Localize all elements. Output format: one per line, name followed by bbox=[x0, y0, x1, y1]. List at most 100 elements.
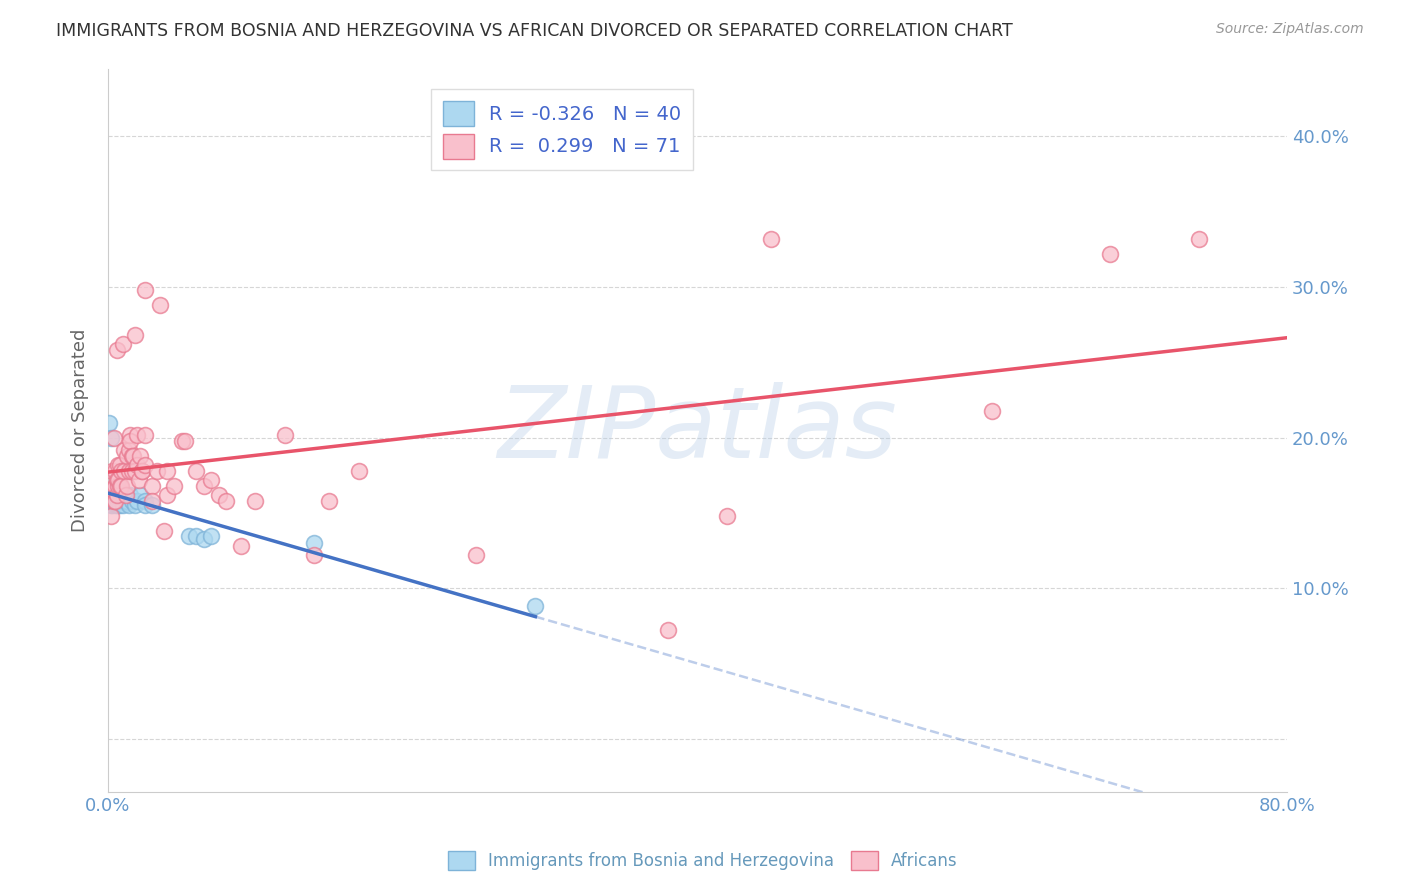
Point bbox=[117, 464, 139, 478]
Point bbox=[100, 499, 122, 513]
Point bbox=[111, 337, 134, 351]
Point bbox=[105, 343, 128, 358]
Point bbox=[170, 434, 193, 448]
Point bbox=[193, 532, 215, 546]
Point bbox=[115, 494, 138, 508]
Point bbox=[121, 449, 143, 463]
Point bbox=[98, 483, 121, 498]
Point bbox=[304, 536, 326, 550]
Point bbox=[101, 483, 124, 498]
Point bbox=[121, 494, 143, 508]
Point bbox=[304, 548, 326, 562]
Point bbox=[128, 473, 150, 487]
Point bbox=[107, 499, 129, 513]
Point bbox=[112, 442, 135, 457]
Point bbox=[115, 449, 138, 463]
Point bbox=[124, 464, 146, 478]
Point bbox=[105, 488, 128, 502]
Point bbox=[129, 449, 152, 463]
Point bbox=[108, 488, 131, 502]
Point bbox=[98, 416, 121, 430]
Point bbox=[114, 494, 136, 508]
Point bbox=[107, 473, 129, 487]
Point bbox=[200, 473, 222, 487]
Point bbox=[981, 403, 1004, 417]
Point bbox=[107, 483, 129, 498]
Point bbox=[107, 479, 129, 493]
Point bbox=[105, 499, 128, 513]
Point bbox=[103, 494, 125, 508]
Point bbox=[156, 488, 179, 502]
Point bbox=[107, 494, 129, 508]
Point bbox=[141, 494, 163, 508]
Point bbox=[108, 479, 131, 493]
Point bbox=[110, 494, 132, 508]
Point bbox=[110, 488, 132, 502]
Point bbox=[134, 283, 156, 297]
Point bbox=[1099, 247, 1122, 261]
Point bbox=[274, 427, 297, 442]
Point bbox=[134, 499, 156, 513]
Point bbox=[120, 427, 142, 442]
Point bbox=[117, 442, 139, 457]
Point bbox=[153, 524, 176, 538]
Text: ZIPatlas: ZIPatlas bbox=[498, 382, 897, 479]
Point bbox=[524, 599, 547, 614]
Point bbox=[112, 464, 135, 478]
Point bbox=[193, 479, 215, 493]
Legend: Immigrants from Bosnia and Herzegovina, Africans: Immigrants from Bosnia and Herzegovina, … bbox=[441, 844, 965, 877]
Point bbox=[173, 434, 195, 448]
Point bbox=[134, 427, 156, 442]
Point bbox=[104, 479, 127, 493]
Point bbox=[111, 494, 134, 508]
Point bbox=[105, 473, 128, 487]
Point bbox=[110, 479, 132, 493]
Point bbox=[100, 508, 122, 523]
Point bbox=[104, 499, 127, 513]
Point bbox=[465, 548, 488, 562]
Point bbox=[156, 464, 179, 478]
Point bbox=[716, 508, 738, 523]
Point bbox=[100, 431, 122, 445]
Point bbox=[112, 491, 135, 505]
Point bbox=[134, 494, 156, 508]
Point bbox=[104, 464, 127, 478]
Point bbox=[108, 499, 131, 513]
Point bbox=[114, 488, 136, 502]
Point bbox=[131, 464, 153, 478]
Point bbox=[124, 328, 146, 343]
Point bbox=[104, 494, 127, 508]
Point bbox=[120, 488, 142, 502]
Point bbox=[101, 483, 124, 498]
Text: IMMIGRANTS FROM BOSNIA AND HERZEGOVINA VS AFRICAN DIVORCED OR SEPARATED CORRELAT: IMMIGRANTS FROM BOSNIA AND HERZEGOVINA V… bbox=[56, 22, 1012, 40]
Point bbox=[104, 483, 127, 498]
Point bbox=[129, 488, 152, 502]
Point bbox=[103, 431, 125, 445]
Point bbox=[111, 488, 134, 502]
Point bbox=[124, 499, 146, 513]
Point bbox=[121, 464, 143, 478]
Point bbox=[122, 449, 145, 463]
Text: Source: ZipAtlas.com: Source: ZipAtlas.com bbox=[1216, 22, 1364, 37]
Point bbox=[141, 479, 163, 493]
Point bbox=[186, 464, 208, 478]
Point bbox=[107, 458, 129, 472]
Point bbox=[657, 624, 679, 638]
Point bbox=[229, 539, 252, 553]
Point bbox=[101, 499, 124, 513]
Point bbox=[318, 494, 340, 508]
Point bbox=[103, 494, 125, 508]
Point bbox=[186, 528, 208, 542]
Point bbox=[134, 458, 156, 472]
Point bbox=[127, 427, 149, 442]
Point bbox=[761, 232, 783, 246]
Point bbox=[111, 499, 134, 513]
Point bbox=[207, 488, 229, 502]
Point bbox=[131, 464, 153, 478]
Point bbox=[245, 494, 267, 508]
Point bbox=[103, 491, 125, 505]
Point bbox=[1188, 232, 1211, 246]
Point bbox=[101, 464, 124, 478]
Point bbox=[145, 464, 167, 478]
Point bbox=[215, 494, 238, 508]
